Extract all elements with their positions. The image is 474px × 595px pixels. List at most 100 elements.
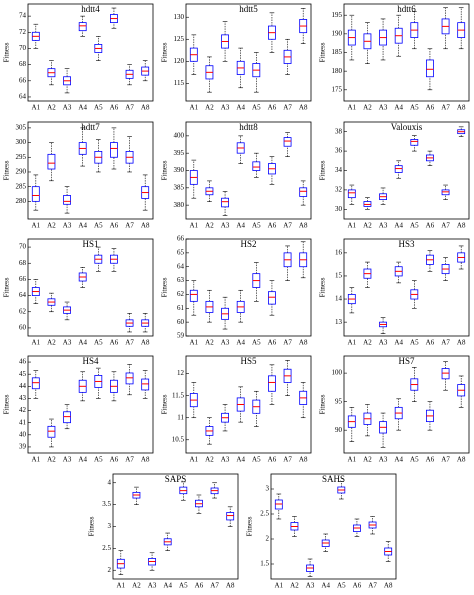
chart-title: HS2 (240, 239, 256, 249)
y-tick-label: 72 (19, 28, 27, 36)
y-tick-label: 70 (19, 44, 27, 52)
x-tick-label: A5 (252, 222, 261, 230)
x-tick-label: A6 (195, 582, 204, 590)
chart-title: hdtt5 (239, 4, 258, 14)
x-tick-label: A2 (47, 456, 56, 464)
x-tick-label: A2 (363, 456, 372, 464)
box (252, 161, 261, 171)
x-tick-label: A5 (252, 339, 261, 347)
x-tick-label: A6 (268, 456, 277, 464)
y-tick-label: 90 (335, 426, 343, 434)
y-axis-label: Fitness (3, 277, 11, 297)
x-tick-label: A8 (457, 456, 466, 464)
y-axis-label: Fitness (3, 160, 11, 180)
x-tick-label: A2 (363, 222, 372, 230)
x-tick-label: A2 (47, 222, 56, 230)
x-tick-label: A8 (457, 104, 466, 112)
y-tick-label: 62 (19, 307, 27, 315)
box (31, 186, 40, 202)
chart-title: hdtt4 (81, 4, 100, 14)
y-tick-label: 14 (335, 295, 343, 303)
box (268, 291, 276, 305)
x-tick-label: A8 (384, 582, 393, 590)
chart-title: HS3 (398, 239, 415, 249)
x-tick-label: A5 (410, 456, 419, 464)
x-tick-label: A1 (32, 222, 41, 230)
x-tick-label: A3 (221, 339, 230, 347)
y-axis-label: Fitness (319, 277, 327, 297)
y-tick-label: 3.5 (102, 500, 111, 508)
x-tick-label: A6 (110, 222, 119, 230)
x-tick-label: A4 (78, 456, 87, 464)
x-tick-label: A1 (32, 339, 41, 347)
box (221, 197, 229, 208)
box (47, 425, 56, 438)
x-tick-label: A6 (268, 222, 277, 230)
x-tick-label: A4 (236, 339, 245, 347)
y-tick-label: 41 (19, 418, 27, 426)
y-tick-label: 305 (16, 123, 27, 131)
x-tick-label: A6 (110, 104, 119, 112)
x-tick-label: A3 (221, 222, 230, 230)
y-tick-label: 11 (177, 413, 184, 421)
x-tick-label: A4 (78, 104, 87, 112)
y-tick-label: 36 (335, 147, 343, 155)
y-tick-label: 70 (19, 243, 27, 251)
y-axis-label: Fitness (161, 42, 169, 62)
y-tick-label: 130 (174, 13, 185, 21)
y-tick-label: 38 (335, 127, 343, 135)
x-tick-label: A8 (457, 222, 466, 230)
box (125, 372, 134, 385)
plot-frame (185, 3, 312, 102)
x-tick-label: A2 (205, 456, 214, 464)
y-tick-label: 13 (335, 318, 343, 326)
x-tick-label: A8 (141, 222, 150, 230)
x-tick-label: A5 (252, 104, 261, 112)
x-tick-label: A1 (190, 339, 199, 347)
x-tick-label: A6 (110, 456, 119, 464)
x-tick-label: A2 (205, 339, 214, 347)
x-tick-label: A1 (32, 104, 41, 112)
x-tick-label: A5 (410, 339, 419, 347)
y-tick-label: 3 (266, 485, 270, 493)
box (63, 195, 71, 205)
x-tick-label: A2 (205, 104, 214, 112)
y-tick-label: 64 (177, 262, 185, 270)
x-tick-label: A5 (94, 339, 103, 347)
chart-title: Valouxis (391, 122, 423, 132)
y-tick-label: 32 (335, 186, 343, 194)
chart-title: HS1 (82, 239, 98, 249)
y-tick-label: 40 (19, 430, 27, 438)
box (283, 137, 292, 147)
x-tick-label: A1 (275, 582, 284, 590)
box (268, 375, 276, 392)
y-tick-label: 185 (332, 48, 343, 56)
x-tick-label: A4 (236, 222, 245, 230)
y-tick-label: 380 (174, 201, 185, 209)
y-tick-label: 34 (335, 166, 343, 174)
y-tick-label: 180 (332, 67, 343, 75)
y-axis-label: Fitness (3, 394, 11, 414)
x-tick-label: A6 (426, 339, 435, 347)
y-axis-label: Fitness (161, 160, 169, 180)
x-tick-label: A5 (94, 222, 103, 230)
box (141, 378, 150, 391)
y-tick-label: 115 (174, 79, 185, 87)
x-tick-label: A3 (379, 456, 388, 464)
x-tick-label: A8 (141, 104, 150, 112)
y-tick-label: 10.5 (172, 435, 185, 443)
x-tick-label: A1 (32, 456, 41, 464)
y-tick-label: 280 (16, 197, 27, 205)
x-tick-label: A4 (78, 222, 87, 230)
x-tick-label: A5 (94, 104, 103, 112)
x-tick-label: A4 (78, 339, 87, 347)
chart-title: hdtt6 (397, 4, 416, 14)
x-tick-label: A1 (190, 104, 199, 112)
x-tick-label: A4 (321, 582, 330, 590)
plot-frame (343, 238, 470, 337)
x-tick-label: A7 (283, 222, 292, 230)
x-tick-label: A3 (63, 456, 72, 464)
x-tick-label: A7 (441, 104, 450, 112)
